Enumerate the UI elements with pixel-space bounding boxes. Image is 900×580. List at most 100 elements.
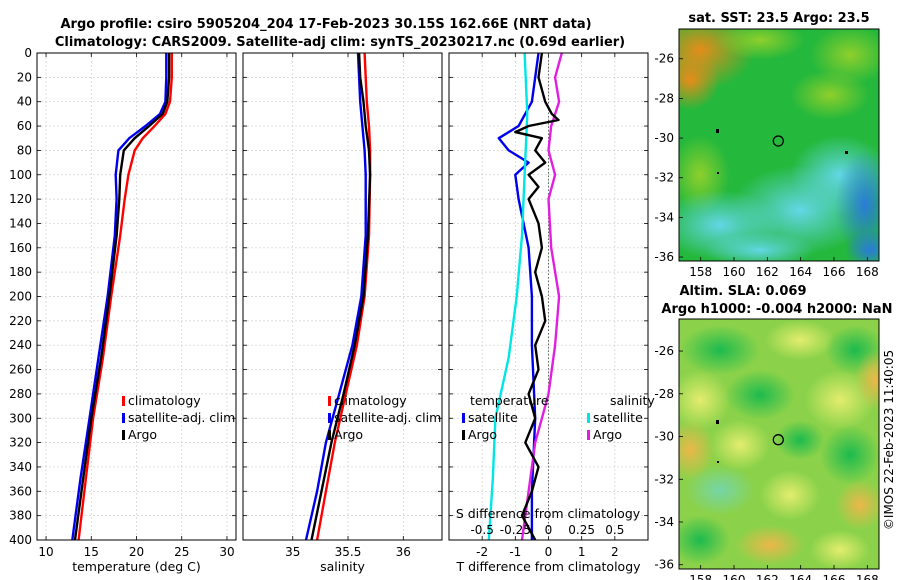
- map-y-tick-label: -26: [654, 344, 674, 358]
- y-tick-label: 300: [9, 411, 32, 425]
- argo-location-marker-sla: [772, 434, 784, 446]
- y-tick-label: 360: [9, 484, 32, 498]
- map-y-tick-label: -34: [654, 515, 674, 529]
- legend-satellite-label: satellite-adj. clim: [334, 410, 441, 425]
- x-tick-label: 1: [578, 545, 586, 559]
- map-y-tick-label: -30: [654, 131, 674, 145]
- map-y-tick-label: -34: [654, 210, 674, 224]
- legend-satellite-label: satellite-adj. clim: [128, 410, 235, 425]
- x-axis-label: salinity: [320, 559, 365, 574]
- x-tick-label: 36: [396, 545, 411, 559]
- y-tick-label: 260: [9, 363, 32, 377]
- map-y-tick-label: -32: [654, 171, 674, 185]
- plot-frame: [448, 52, 649, 541]
- sla-map-title-line1: Altim. SLA: 0.069: [680, 284, 807, 299]
- y-tick-label: 240: [9, 338, 32, 352]
- x-tick-label: 20: [129, 545, 144, 559]
- y-tick-label: 280: [9, 387, 32, 401]
- x-tick-label: 10: [38, 545, 53, 559]
- argo-location-marker: [772, 135, 784, 147]
- series-line-argo: [310, 52, 372, 541]
- legend-argo-swatch: [122, 430, 125, 440]
- legend-argo-label: Argo: [334, 427, 363, 442]
- map-x-tick-label: 162: [756, 265, 779, 279]
- difference-panel: -2 -1 0 1 2T difference from climatology S di…: [448, 52, 655, 574]
- series-line-climatology: [77, 53, 174, 541]
- map-x-tick-label: 160: [723, 573, 746, 580]
- y-tick-label: 40: [17, 95, 32, 109]
- y-tick-label: 140: [9, 216, 32, 230]
- top-tick-label: -0.25: [500, 523, 531, 537]
- legend-t-satellite-swatch: [462, 413, 465, 423]
- y-tick-label: 120: [9, 192, 32, 206]
- series-line-t-argo: [514, 52, 560, 541]
- x-tick-label: -1: [509, 545, 521, 559]
- y-tick-label: 0: [24, 46, 32, 60]
- x-tick-label: -2: [476, 545, 488, 559]
- y-tick-label: 160: [9, 241, 32, 255]
- map-x-tick-label: 164: [789, 573, 812, 580]
- legend-climatology-label: climatology: [334, 393, 407, 408]
- map-y-tick-label: -28: [654, 387, 674, 401]
- imos-watermark: ©IMOS 22-Feb-2023 11:40:05: [882, 350, 896, 530]
- x-tick-label: 0: [545, 545, 553, 559]
- x-axis-label: temperature (deg C): [72, 559, 201, 574]
- map-x-tick-label: 162: [756, 573, 779, 580]
- x-tick-label: 15: [84, 545, 99, 559]
- series-line-s-argo: [520, 52, 563, 541]
- y-tick-label: 80: [17, 143, 32, 157]
- legend-argo-swatch: [328, 430, 331, 440]
- legend-t-argo-swatch: [462, 430, 465, 440]
- y-tick-label: 20: [17, 70, 32, 84]
- sst-map-image: [679, 29, 879, 261]
- legend-climatology-swatch: [122, 396, 125, 406]
- top-axis-label: S difference from climatology: [456, 506, 641, 521]
- legend-t-argo-label: Argo: [468, 427, 497, 442]
- y-tick-label: 200: [9, 290, 32, 304]
- map-y-tick-label: -30: [654, 430, 674, 444]
- sla-map-panel: Altim. SLA: 0.069 Argo h1000: -0.004 h20…: [654, 284, 892, 580]
- sla-map-title-line2: Argo h1000: -0.004 h2000: NaN: [661, 302, 892, 317]
- series-line-satellite-adj-clim: [71, 53, 168, 541]
- legend-temperature-title: temperature: [470, 393, 549, 408]
- sst-map-title: sat. SST: 23.5 Argo: 23.5: [688, 11, 869, 26]
- legend-s-satellite-swatch: [587, 413, 590, 423]
- top-tick-label: 0.5: [605, 523, 624, 537]
- x-tick-label: 35.5: [335, 545, 362, 559]
- x-axis-label: T difference from climatology: [455, 559, 641, 574]
- legend-s-argo-label: Argo: [593, 427, 622, 442]
- x-tick-label: 30: [219, 545, 234, 559]
- plot-frame: [242, 52, 443, 541]
- legend-argo-label: Argo: [128, 427, 157, 442]
- map-y-tick-label: -36: [654, 250, 674, 264]
- map-x-tick-label: 166: [823, 265, 846, 279]
- legend-salinity-title: salinity: [610, 393, 655, 408]
- map-x-tick-label: 168: [856, 265, 879, 279]
- map-y-tick-label: -28: [654, 91, 674, 105]
- series-line-satellite-adj-clim: [304, 52, 367, 541]
- map-x-tick-label: 158: [689, 265, 712, 279]
- sla-map-image: [679, 319, 879, 569]
- map-x-tick-label: 160: [723, 265, 746, 279]
- plot-frame: [36, 52, 237, 541]
- y-tick-label: 340: [9, 460, 32, 474]
- legend-satellite-swatch: [328, 413, 331, 423]
- map-x-tick-label: 164: [789, 265, 812, 279]
- figure-title-line2: Climatology: CARS2009. Satellite-adj cli…: [55, 35, 625, 50]
- map-x-tick-label: 168: [856, 573, 879, 580]
- y-tick-label: 220: [9, 314, 32, 328]
- y-tick-label: 60: [17, 119, 32, 133]
- sst-map-panel: sat. SST: 23.5 Argo: 23.5 158 160 162 164 16…: [654, 11, 880, 279]
- legend-climatology-swatch: [328, 396, 331, 406]
- legend-satellite-swatch: [122, 413, 125, 423]
- salinity-panel: 35 35.5 36 salinity climatology satellite-adj…: [242, 52, 443, 574]
- y-tick-label: 400: [9, 533, 32, 547]
- x-tick-label: 35: [285, 545, 300, 559]
- y-tick-label: 180: [9, 265, 32, 279]
- map-y-tick-label: -26: [654, 52, 674, 66]
- figure-title-line1: Argo profile: csiro 5905204_204 17-Feb-2…: [60, 17, 591, 32]
- map-x-tick-label: 166: [823, 573, 846, 580]
- top-tick-label: 0.25: [568, 523, 595, 537]
- x-tick-label: 25: [174, 545, 189, 559]
